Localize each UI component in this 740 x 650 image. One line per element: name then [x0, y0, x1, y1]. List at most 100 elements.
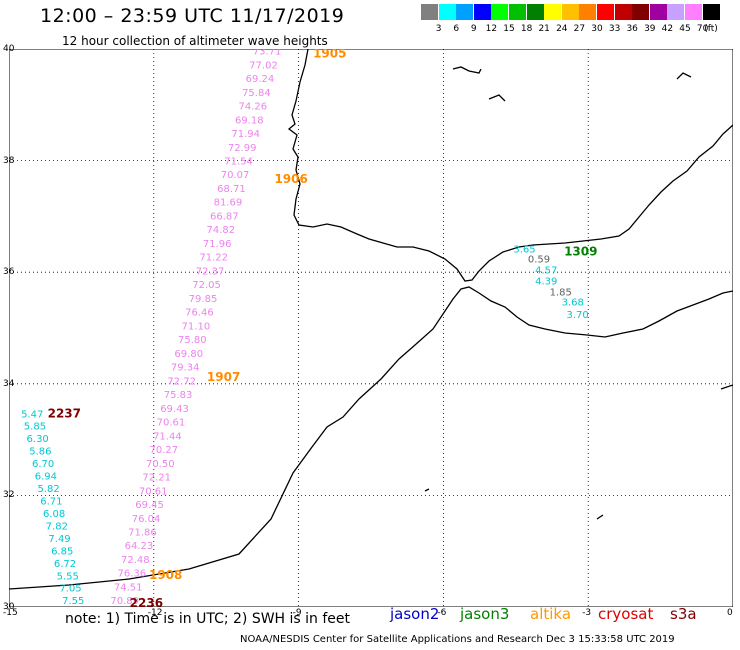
wave-height-value: 0.59 — [528, 255, 550, 266]
wave-height-value: 71.22 — [199, 253, 228, 264]
scale-label: 39 — [644, 24, 656, 34]
wave-height-value: 70.89 — [110, 596, 139, 607]
lon-tick-label: 0 — [727, 608, 733, 618]
lat-tick-label: 36 — [3, 267, 15, 278]
wave-height-value: 5.82 — [37, 484, 59, 495]
map-frame — [9, 49, 733, 607]
wave-height-value: 7.49 — [48, 534, 70, 545]
scale-swatch — [649, 4, 667, 20]
scale-label: 6 — [453, 24, 460, 34]
scale-label: 30 — [591, 24, 603, 34]
lon-tick-label: -12 — [147, 608, 163, 618]
scale-swatch — [579, 4, 597, 20]
wave-height-value: 69.24 — [246, 74, 275, 85]
wave-height-value: 6.70 — [32, 459, 54, 470]
scale-swatch — [456, 4, 474, 20]
wave-height-value: 5.47 — [21, 409, 43, 420]
wave-height-value: 70.07 — [221, 170, 250, 181]
scale-label: 21 — [538, 24, 550, 34]
lon-tick-label: -6 — [437, 608, 447, 618]
scale-swatch — [632, 4, 650, 20]
scale-swatch — [614, 4, 632, 20]
pass-time-label: 1905 — [313, 49, 346, 60]
wave-height-value: 79.85 — [189, 294, 218, 305]
scale-swatch — [473, 4, 491, 20]
chart-subtitle: 12 hour collection of altimeter wave hei… — [62, 34, 328, 48]
scale-label: 70 — [696, 24, 709, 34]
coastline — [9, 49, 733, 590]
wave-height-value: 72.37 — [196, 266, 225, 277]
scale-swatch — [526, 4, 544, 20]
scale-label: 24 — [556, 24, 568, 34]
lon-tick-label: -9 — [292, 608, 302, 618]
wave-height-value: 4.57 — [535, 265, 557, 276]
scale-label: 12 — [485, 24, 498, 34]
scale-unit: (ft) — [704, 24, 718, 34]
wave-height-value: 6.08 — [43, 509, 65, 520]
wave-height-value: 76.46 — [185, 308, 214, 319]
map-overlay: 73.71 77.02 69.24 75.84 74.26 69.18 71.94 72.99… — [21, 49, 597, 607]
lat-tick-label: 30 — [3, 602, 15, 612]
scale-swatch — [667, 4, 685, 20]
wave-height-value: 77.02 — [249, 60, 278, 71]
scale-swatch — [421, 4, 438, 20]
wave-height-value: 71.96 — [203, 239, 232, 250]
wave-height-value: 74.26 — [239, 102, 268, 113]
footer-note: note: 1) Time is in UTC; 2) SWH is in fe… — [65, 611, 351, 627]
satellite-legend-altika: altika — [530, 605, 572, 623]
scale-label: 18 — [520, 24, 533, 34]
wave-height-value: 3.68 — [562, 298, 584, 309]
wave-height-value: 5.86 — [29, 447, 51, 458]
wave-height-value: 64.23 — [125, 541, 154, 552]
wave-height-value: 70.27 — [150, 445, 179, 456]
wave-height-value: 73.71 — [253, 49, 282, 58]
wave-height-value: 72.72 — [167, 376, 196, 387]
wave-height-value: 75.84 — [242, 88, 271, 99]
wave-height-value: 6.85 — [51, 546, 73, 557]
wave-height-value: 72.21 — [142, 473, 171, 484]
wave-height-value: 69.45 — [135, 500, 164, 511]
wave-height-value: 74.82 — [206, 225, 235, 236]
wave-height-value: 6.94 — [35, 472, 57, 483]
wave-height-value: 72.99 — [228, 143, 257, 154]
wave-height-value: 81.69 — [214, 198, 243, 209]
lon-tick-label: -15 — [3, 608, 18, 618]
wave-height-value: 69.18 — [235, 115, 264, 126]
wave-height-value: 6.71 — [40, 497, 62, 508]
scale-swatch — [702, 4, 720, 20]
wave-height-value: 3.65 — [513, 245, 535, 256]
wave-height-value: 71.54 — [224, 157, 253, 168]
wave-height-value: 76.04 — [132, 514, 161, 525]
scale-swatch — [491, 4, 509, 20]
scale-label: 36 — [626, 24, 638, 34]
wave-height-value: 69.43 — [160, 404, 189, 415]
altimeter-map: 73.71 77.02 69.24 75.84 74.26 69.18 71.94 72.99… — [9, 49, 733, 607]
scale-swatch — [544, 4, 562, 20]
wave-height-value: 70.61 — [157, 418, 186, 429]
wave-height-value: 68.71 — [217, 184, 246, 195]
wave-height-value: 7.05 — [59, 584, 81, 595]
wave-height-value: 76.36 — [117, 569, 146, 580]
wave-height-value: 7.55 — [62, 596, 84, 607]
wave-height-value: 72.05 — [192, 280, 221, 291]
wave-height-value: 6.30 — [27, 434, 49, 445]
lat-tick-label: 38 — [3, 155, 15, 166]
wave-height-value: 71.10 — [182, 321, 211, 332]
footer-credit: NOAA/NESDIS Center for Satellite Applica… — [240, 634, 675, 645]
wave-height-color-scale: 3 6 9 12 15 18 21 24 27 30 33 36 39 42 45 70 (ft) — [421, 4, 727, 36]
map-grid — [9, 49, 733, 607]
wave-height-value: 71.86 — [128, 528, 157, 539]
chart-title: 12:00 – 23:59 UTC 11/17/2019 — [40, 5, 345, 27]
wave-height-value: 75.80 — [178, 335, 207, 346]
lat-tick-label: 34 — [3, 378, 15, 389]
scale-swatch — [685, 4, 702, 20]
satellite-legend-cryosat: cryosat — [598, 605, 654, 623]
wave-height-value: 72.48 — [121, 555, 150, 566]
wave-height-value: 69.80 — [174, 349, 203, 360]
pass-time-label: 1906 — [274, 172, 307, 186]
wave-height-value: 71.94 — [231, 129, 260, 140]
wave-height-value: 7.82 — [46, 521, 68, 532]
wave-height-value: 75.83 — [164, 390, 193, 401]
wave-height-value: 4.39 — [535, 276, 557, 287]
wave-height-value: 5.55 — [57, 571, 79, 582]
